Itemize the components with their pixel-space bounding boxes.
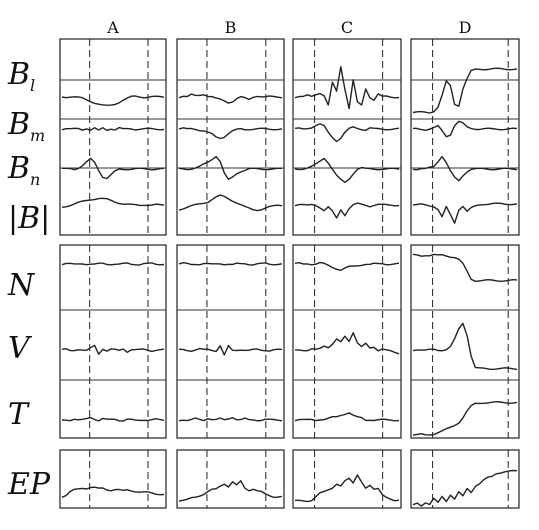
trace-b-bmag: [178, 194, 283, 212]
panel-frame-b-2: [176, 449, 285, 509]
trace-b-v: [178, 344, 283, 356]
trace-d-v: [412, 322, 518, 371]
row-label-t: T: [8, 397, 30, 432]
trace-d-bm: [412, 120, 518, 138]
panel-frame-c-2: [292, 449, 402, 509]
column-b: [176, 38, 285, 509]
trace-a-ep: [61, 486, 165, 498]
panel-frame-d-2: [410, 449, 520, 509]
trace-d-ep: [412, 469, 518, 507]
column-letter-c: C: [341, 18, 353, 37]
trace-b-bl: [178, 93, 283, 104]
trace-d-n: [412, 253, 518, 282]
panel-frame-b-0: [176, 38, 285, 236]
panel-frame-c-1: [292, 244, 402, 439]
trace-c-bn: [294, 157, 400, 184]
trace-d-bl: [412, 67, 518, 114]
trace-b-bm: [178, 127, 283, 140]
trace-b-t: [178, 417, 283, 422]
row-labels: Bl Bm Bn |B| NVT EP: [7, 57, 51, 502]
panel-frame-b-1: [176, 244, 285, 439]
row-label-bn: Bn: [7, 151, 40, 189]
trace-c-n: [294, 261, 400, 271]
trace-a-bmag: [61, 197, 165, 208]
trace-c-bm: [294, 123, 400, 143]
trace-a-t: [61, 416, 165, 422]
row-label-bl: Bl: [7, 57, 35, 95]
column-c: [292, 38, 402, 509]
trace-c-t: [294, 412, 400, 422]
trace-a-bm: [61, 126, 165, 132]
panel-frame-a-1: [59, 244, 167, 439]
trace-b-bn: [178, 155, 283, 180]
trace-a-n: [61, 262, 165, 266]
column-letter-d: D: [459, 18, 472, 37]
trace-d-t: [412, 401, 518, 436]
trace-a-bl: [61, 95, 165, 106]
trace-c-v: [294, 332, 400, 355]
row-label-bmag: |B|: [8, 201, 50, 236]
panel-frame-a-0: [59, 38, 167, 236]
trace-c-bmag: [294, 202, 400, 219]
row-label-v: V: [8, 331, 33, 366]
trace-b-n: [178, 262, 283, 266]
trace-d-bn: [412, 155, 518, 182]
trace-a-bn: [62, 157, 165, 180]
row-label-sub-bn: n: [30, 170, 40, 189]
panel-frame-d-0: [410, 38, 520, 236]
panel-grid: [59, 38, 520, 509]
row-label-n: N: [7, 268, 36, 303]
row-label-sub-bl: l: [30, 76, 35, 95]
column-letter-b: B: [225, 18, 237, 37]
panel-frame-a-2: [59, 449, 167, 509]
column-a: [59, 38, 167, 509]
column-letters: A B C D: [106, 18, 471, 37]
row-label-sub-bm: m: [30, 126, 45, 145]
trace-c-bl: [294, 65, 400, 110]
row-label-bm: Bm: [7, 107, 45, 145]
column-letter-a: A: [106, 18, 119, 37]
trace-d-bmag: [412, 202, 518, 224]
panel-frame-c-0: [292, 38, 402, 236]
trace-c-ep: [295, 474, 400, 503]
panel-frame-d-1: [410, 244, 520, 439]
column-d: [410, 38, 520, 509]
trace-b-ep: [178, 480, 283, 502]
row-label-ep: EP: [7, 467, 51, 502]
trace-a-v: [61, 344, 165, 355]
